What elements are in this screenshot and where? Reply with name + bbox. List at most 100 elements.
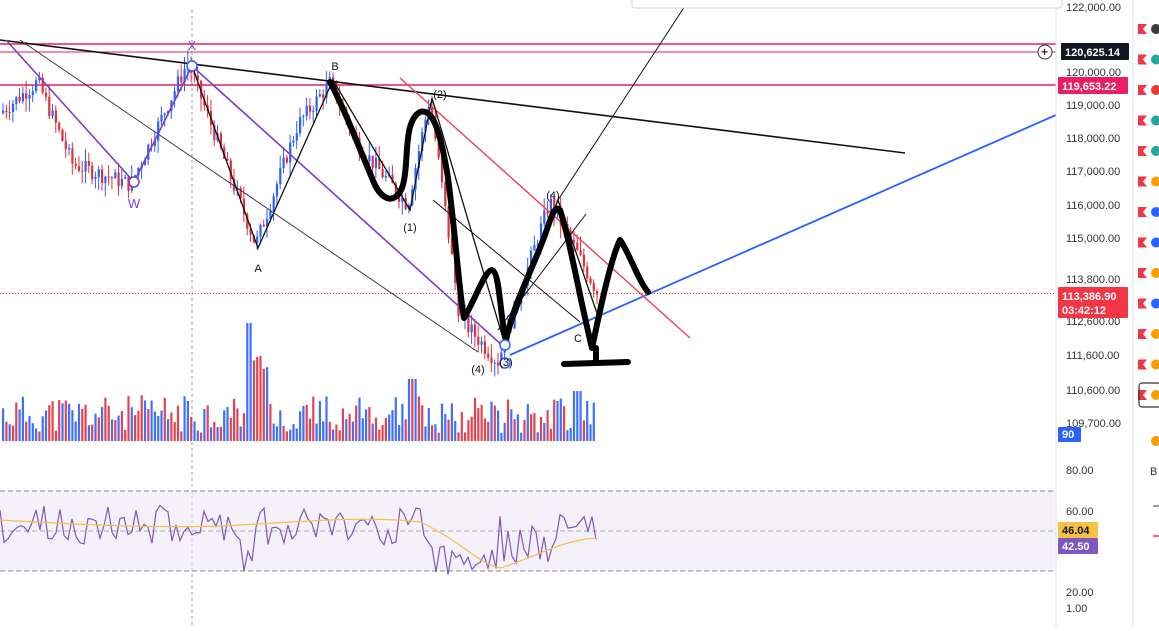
volume-bar bbox=[480, 404, 483, 441]
toolbar-item[interactable] bbox=[1138, 54, 1159, 65]
right-toolbar[interactable]: B bbox=[631, 0, 1159, 537]
toolbar-item[interactable] bbox=[1138, 359, 1159, 370]
candle bbox=[15, 96, 18, 111]
status-dot-icon bbox=[1151, 24, 1159, 34]
candle bbox=[104, 175, 107, 197]
volume-bar bbox=[374, 417, 378, 441]
volume-bar bbox=[493, 405, 496, 441]
candle-body bbox=[543, 210, 546, 224]
candle bbox=[302, 114, 305, 127]
candle-body bbox=[579, 250, 582, 255]
volume-bar bbox=[483, 418, 486, 441]
volume-bar bbox=[536, 432, 539, 441]
volume-bar bbox=[576, 391, 579, 441]
volume-bar bbox=[553, 399, 556, 441]
candle bbox=[51, 104, 54, 120]
volume-bar bbox=[312, 396, 315, 441]
candle bbox=[322, 89, 325, 110]
selected-toolbar-frame[interactable] bbox=[1138, 382, 1159, 408]
toolbar-item[interactable] bbox=[1138, 298, 1159, 309]
toolbar-item[interactable] bbox=[1138, 390, 1159, 400]
candle bbox=[440, 156, 444, 189]
candle bbox=[279, 155, 282, 190]
price-axis[interactable]: 122,000.00 120,000.00 119,000.00 118,000.00… bbox=[1055, 0, 1134, 626]
current-price-tag-bg bbox=[1058, 287, 1128, 304]
volume-bar bbox=[328, 421, 331, 441]
candle-body bbox=[246, 214, 249, 229]
volume-bar bbox=[361, 418, 364, 441]
status-dot-icon bbox=[1151, 298, 1159, 309]
candle-body bbox=[114, 172, 117, 179]
candle bbox=[295, 121, 298, 149]
toolbar-item[interactable] bbox=[1138, 329, 1159, 339]
toolbar-item[interactable] bbox=[1138, 237, 1159, 248]
candle-body bbox=[153, 140, 156, 147]
wave-purple[interactable] bbox=[133, 65, 193, 183]
volume-bar bbox=[592, 402, 595, 441]
volume-bar bbox=[530, 414, 533, 441]
rsi-panel[interactable] bbox=[0, 490, 1056, 575]
toolbar-item[interactable] bbox=[1138, 85, 1159, 95]
toolbar-item[interactable] bbox=[1138, 115, 1159, 126]
toolbar-item[interactable] bbox=[1138, 268, 1159, 278]
candle-body bbox=[530, 250, 533, 268]
pivot-marker[interactable] bbox=[128, 176, 140, 188]
volume-bar bbox=[114, 420, 117, 441]
candle bbox=[487, 346, 490, 362]
toolbar-item[interactable] bbox=[1138, 24, 1159, 34]
volume-bar bbox=[269, 403, 272, 441]
volume-bar bbox=[233, 398, 236, 441]
volume-bar bbox=[447, 419, 450, 441]
candle-body bbox=[325, 83, 328, 98]
channel-thin[interactable] bbox=[19, 39, 479, 353]
trendline-black[interactable] bbox=[0, 39, 906, 154]
rsi-axis-tick: 1.00 bbox=[1066, 603, 1087, 615]
volume-bar bbox=[226, 407, 229, 441]
candle bbox=[94, 171, 97, 189]
popup-panel[interactable] bbox=[631, 0, 1063, 9]
volume-bar bbox=[454, 420, 457, 441]
pivot-marker[interactable] bbox=[499, 339, 511, 351]
volume-bar bbox=[358, 397, 361, 441]
channel-thin[interactable] bbox=[557, 5, 686, 201]
candle-body bbox=[398, 194, 401, 202]
volume-bar bbox=[572, 391, 576, 441]
candle-body bbox=[295, 133, 298, 141]
wave-purple[interactable] bbox=[191, 65, 505, 348]
volume-bar bbox=[183, 396, 186, 441]
candle-body bbox=[549, 198, 552, 214]
cursor-price-tag-bg bbox=[1061, 43, 1129, 60]
price-axis-tick: 110,600.00 bbox=[1066, 385, 1120, 397]
rsi-ma-tag-text: 46.04 bbox=[1062, 525, 1090, 537]
wave-purple[interactable] bbox=[5, 39, 135, 183]
hand-drawn-path[interactable] bbox=[327, 79, 651, 351]
volume-bar bbox=[15, 402, 18, 441]
candle-body bbox=[110, 177, 114, 179]
volume-bar bbox=[473, 397, 477, 441]
channel-thin[interactable] bbox=[432, 199, 581, 323]
volume-bar bbox=[256, 357, 259, 441]
candle-body bbox=[490, 357, 493, 364]
volume-bar bbox=[487, 421, 490, 441]
volume-bar bbox=[404, 419, 407, 441]
candle bbox=[285, 154, 288, 165]
volume-bar bbox=[219, 426, 222, 441]
toolbar-item[interactable] bbox=[1138, 207, 1159, 217]
volume-bar bbox=[35, 428, 38, 441]
candle-body bbox=[262, 224, 265, 227]
volume-bar bbox=[272, 423, 275, 441]
flag-icon bbox=[1138, 85, 1147, 95]
rsi-ma-tag: 46.04 bbox=[1058, 522, 1098, 538]
candle-body bbox=[117, 172, 120, 187]
flag-icon bbox=[1138, 115, 1147, 126]
channel-red[interactable] bbox=[399, 77, 691, 339]
pivot-marker[interactable] bbox=[186, 60, 198, 72]
drawings-layer[interactable] bbox=[0, 5, 1057, 369]
toolbar-item[interactable] bbox=[1138, 146, 1159, 156]
pivot-marker[interactable] bbox=[499, 357, 511, 369]
volume-bar bbox=[338, 430, 341, 441]
volume-bar bbox=[365, 409, 368, 441]
toolbar-item[interactable] bbox=[1138, 176, 1159, 187]
add-alert-button[interactable] bbox=[1037, 44, 1053, 60]
